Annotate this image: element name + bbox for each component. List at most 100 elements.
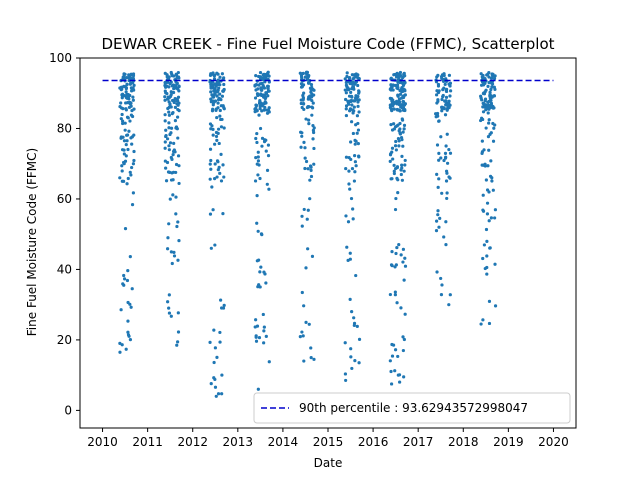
data-point	[357, 337, 362, 341]
data-point	[401, 130, 405, 134]
data-point	[266, 86, 270, 90]
data-point	[389, 382, 394, 386]
data-point	[435, 93, 439, 97]
data-point	[120, 112, 124, 117]
data-point	[171, 178, 175, 182]
data-point	[220, 392, 224, 396]
data-point	[344, 107, 348, 111]
x-tick-label: 2019	[493, 435, 524, 449]
data-point	[169, 93, 173, 97]
data-point	[345, 86, 350, 90]
data-point	[439, 276, 443, 281]
data-point	[487, 299, 492, 303]
data-point	[255, 92, 260, 96]
data-point	[393, 293, 397, 297]
data-point	[398, 70, 403, 75]
data-point	[397, 129, 401, 133]
data-point	[169, 105, 173, 109]
data-point	[267, 360, 271, 364]
data-point	[300, 224, 304, 228]
data-point	[353, 359, 357, 363]
data-point	[488, 246, 492, 250]
data-point	[356, 104, 360, 108]
x-tick-label: 2018	[448, 435, 479, 449]
data-point	[257, 258, 261, 262]
data-point	[126, 333, 131, 337]
data-point	[218, 92, 222, 96]
data-point	[259, 265, 263, 269]
data-point	[253, 179, 258, 183]
data-point	[388, 292, 392, 297]
data-point	[254, 334, 258, 338]
data-point	[263, 77, 268, 81]
data-point	[214, 394, 218, 398]
scatter-points	[118, 70, 498, 398]
data-point	[170, 261, 174, 266]
data-point	[262, 140, 267, 144]
data-point	[395, 301, 399, 305]
data-point	[210, 185, 214, 189]
data-point	[436, 73, 440, 77]
data-point	[487, 121, 491, 125]
data-point	[489, 159, 493, 163]
data-point	[391, 157, 395, 161]
data-point	[486, 72, 490, 76]
data-point	[481, 101, 485, 105]
data-point	[175, 343, 179, 347]
data-point	[174, 212, 178, 216]
data-point	[309, 88, 313, 92]
data-point	[176, 340, 180, 344]
data-point	[389, 263, 394, 267]
data-point	[491, 106, 495, 110]
data-point	[218, 75, 222, 79]
data-point	[130, 202, 135, 207]
data-point	[120, 343, 124, 347]
data-point	[390, 354, 395, 358]
data-point	[129, 113, 134, 117]
data-point	[209, 97, 213, 101]
data-point	[442, 73, 446, 78]
data-point	[491, 72, 495, 76]
data-point	[222, 126, 226, 130]
data-point	[351, 85, 355, 89]
data-point	[306, 247, 310, 251]
data-point	[439, 135, 443, 139]
data-point	[486, 135, 491, 139]
data-point	[167, 306, 171, 310]
data-point	[264, 91, 268, 95]
data-point	[437, 225, 441, 229]
data-point	[309, 168, 313, 172]
data-point	[256, 229, 260, 233]
data-point	[400, 163, 404, 167]
data-point	[166, 247, 170, 251]
data-point	[172, 254, 177, 258]
data-point	[299, 130, 303, 134]
y-tick-label: 40	[57, 262, 72, 276]
data-point	[209, 86, 213, 90]
data-point	[437, 158, 441, 162]
data-point	[173, 97, 177, 101]
data-point	[163, 95, 167, 99]
data-point	[396, 100, 400, 104]
data-point	[439, 156, 443, 160]
data-point	[258, 270, 262, 274]
data-point	[302, 304, 306, 308]
data-point	[346, 220, 351, 224]
data-point	[309, 83, 314, 87]
data-point	[168, 197, 172, 201]
data-point	[487, 219, 491, 223]
data-point	[215, 175, 219, 179]
data-point	[436, 98, 440, 102]
data-point	[257, 283, 261, 287]
data-point	[262, 108, 266, 112]
data-point	[354, 273, 358, 278]
data-point	[122, 84, 126, 88]
data-point	[351, 108, 355, 112]
data-point	[312, 146, 316, 151]
data-point	[302, 207, 306, 212]
data-point	[350, 73, 354, 77]
data-point	[487, 321, 492, 326]
data-point	[222, 303, 226, 307]
data-point	[267, 106, 271, 110]
data-point	[306, 104, 310, 109]
